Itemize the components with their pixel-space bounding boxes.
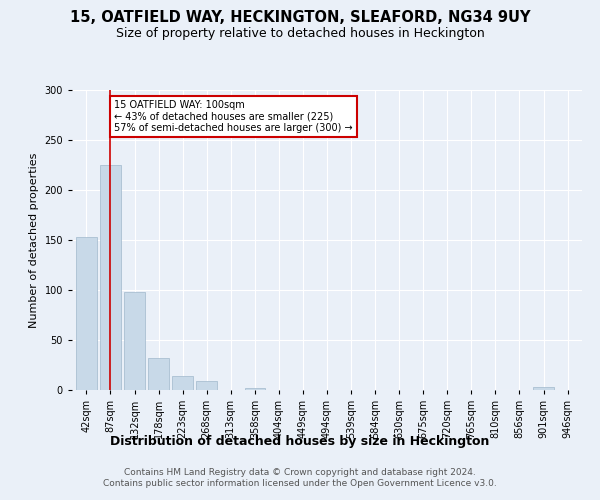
Y-axis label: Number of detached properties: Number of detached properties — [29, 152, 39, 328]
Text: 15, OATFIELD WAY, HECKINGTON, SLEAFORD, NG34 9UY: 15, OATFIELD WAY, HECKINGTON, SLEAFORD, … — [70, 10, 530, 25]
Bar — [76, 237, 97, 390]
Text: Size of property relative to detached houses in Heckington: Size of property relative to detached ho… — [116, 28, 484, 40]
Bar — [148, 358, 169, 390]
Text: Contains HM Land Registry data © Crown copyright and database right 2024.
Contai: Contains HM Land Registry data © Crown c… — [103, 468, 497, 487]
Bar — [196, 381, 217, 390]
Text: Distribution of detached houses by size in Heckington: Distribution of detached houses by size … — [110, 435, 490, 448]
Bar — [533, 387, 554, 390]
Bar — [124, 292, 145, 390]
Bar — [245, 388, 265, 390]
Bar — [172, 376, 193, 390]
Text: 15 OATFIELD WAY: 100sqm
← 43% of detached houses are smaller (225)
57% of semi-d: 15 OATFIELD WAY: 100sqm ← 43% of detache… — [114, 100, 353, 133]
Bar — [100, 165, 121, 390]
